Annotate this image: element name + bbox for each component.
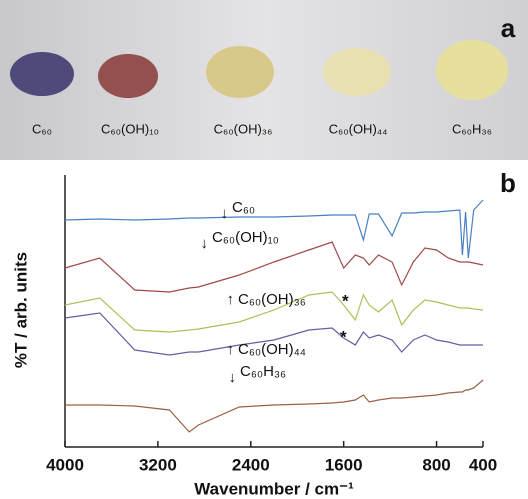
arrow: ↓: [221, 205, 229, 222]
caption: C₆₀(OH)₁₀: [101, 121, 159, 136]
annotation: *: [342, 291, 349, 310]
x-axis-label: Wavenumber / cm⁻¹: [194, 479, 354, 498]
arrow: ↓: [229, 369, 237, 386]
annotation: *: [340, 327, 347, 346]
arrow: ↓: [201, 235, 209, 252]
x-tick-label: 400: [469, 455, 497, 474]
powder: [206, 46, 274, 98]
caption: C₆₀: [32, 121, 52, 136]
arrow: ↑: [227, 291, 235, 308]
panel-label: a: [501, 13, 516, 43]
x-tick-label: 1600: [325, 455, 363, 474]
series-label: C₆₀: [232, 199, 255, 216]
spectrum: [65, 380, 483, 432]
x-tick-label: 2400: [232, 455, 270, 474]
y-axis-label: %T / arb. units: [11, 252, 30, 368]
x-tick-label: 3200: [139, 455, 177, 474]
caption: C₆₀(OH)₄₄: [329, 121, 388, 136]
powder: [98, 54, 158, 98]
caption: C₆₀(OH)₃₆: [214, 121, 273, 136]
powder: [436, 40, 508, 100]
arrow: ↑: [227, 341, 235, 358]
series-label: C₆₀H₃₆: [240, 363, 286, 380]
series-label: C₆₀(OH)₁₀: [212, 229, 279, 246]
panel-label: b: [500, 168, 516, 198]
figure: a C₆₀ C₆₀(OH)₁₀ C₆₀(OH)₃₆ C₆₀(OH)₄₄ C₆₀H…: [0, 0, 528, 499]
x-tick-label: 800: [422, 455, 450, 474]
spectrum: [65, 242, 483, 292]
series-label: C₆₀(OH)₃₆: [238, 291, 306, 308]
x-tick-label: 4000: [46, 455, 84, 474]
powder: [10, 52, 74, 96]
powder: [323, 48, 391, 96]
caption: C₆₀H₃₆: [452, 121, 492, 136]
series-label: C₆₀(OH)₄₄: [238, 341, 306, 358]
